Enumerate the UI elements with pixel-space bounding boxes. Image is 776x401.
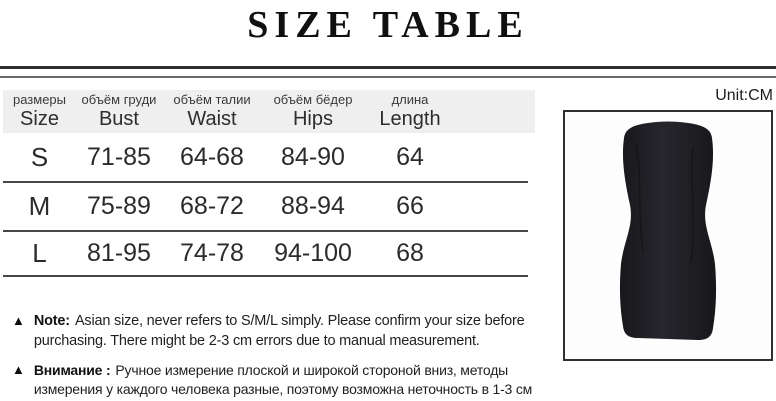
column-label-ru: объём талии [173,91,251,107]
table-row-l: L 81-95 74-78 94-100 68 [3,232,528,277]
column-label-en: Size [20,108,59,131]
note-label: Note: [33,313,70,329]
cell-hips: 94-100 [274,239,352,267]
note-body: Asian size, never refers to S/M/L simply… [33,313,525,349]
note-russian: ▲ Внимание : Ручное измерение плоской и ш… [12,361,568,399]
column-label-ru: длина [391,91,429,107]
triangle-icon: ▲ [12,313,25,328]
cell-length: 66 [396,192,424,220]
column-label-en: Length [379,108,441,131]
table-row-s: S 71-85 64-68 84-90 64 [3,133,528,183]
product-image-frame [563,110,773,361]
column-label-ru: объём бёдер [273,91,353,107]
column-label-en: Waist [187,108,237,131]
cell-size: L [32,238,47,268]
cell-bust: 71-85 [87,142,151,171]
column-header-hips: объём бёдер Hips [273,91,353,131]
note-russian-text: Внимание : Ручное измерение плоской и шир… [34,361,546,399]
notes-section: ▲ Note: Asian size, never refers to S/M/L… [12,312,568,399]
note-label: Внимание : [33,362,111,379]
cell-size: M [28,191,51,221]
column-label-en: Bust [98,108,139,131]
column-header-size: размеры Size [12,91,66,131]
cell-length: 64 [396,142,424,171]
cell-length: 68 [396,239,424,267]
column-header-bust: объём груди Bust [81,91,157,131]
cell-waist: 74-78 [180,239,244,267]
table-row-m: M 75-89 68-72 88-94 66 [3,183,528,232]
note-body: Ручное измерение плоской и широкой сторо… [33,362,533,398]
unit-label: Unit:CM [715,87,773,104]
size-table: размеры Size объём груди Bust объём тали… [3,90,535,277]
cell-bust: 75-89 [87,192,151,220]
size-table-header: размеры Size объём груди Bust объём тали… [3,90,535,133]
dress-image [619,121,717,340]
column-label-ru: размеры [12,91,66,107]
cell-size: S [30,141,49,172]
cell-waist: 64-68 [180,142,244,171]
column-header-length: длина Length [379,91,441,131]
column-label-ru: объём груди [81,91,157,107]
triangle-icon: ▲ [12,362,25,378]
note-english-text: Note: Asian size, never refers to S/M/L s… [34,312,562,351]
column-header-waist: объём талии Waist [173,91,251,131]
cell-waist: 68-72 [180,192,244,220]
divider-thin [0,76,776,78]
divider-thick [0,66,776,69]
cell-bust: 81-95 [87,239,151,267]
cell-hips: 88-94 [281,192,345,220]
column-label-en: Hips [292,108,333,131]
note-english: ▲ Note: Asian size, never refers to S/M/L… [12,312,568,351]
cell-hips: 84-90 [281,142,345,171]
page-title: SIZE TABLE [247,4,529,46]
